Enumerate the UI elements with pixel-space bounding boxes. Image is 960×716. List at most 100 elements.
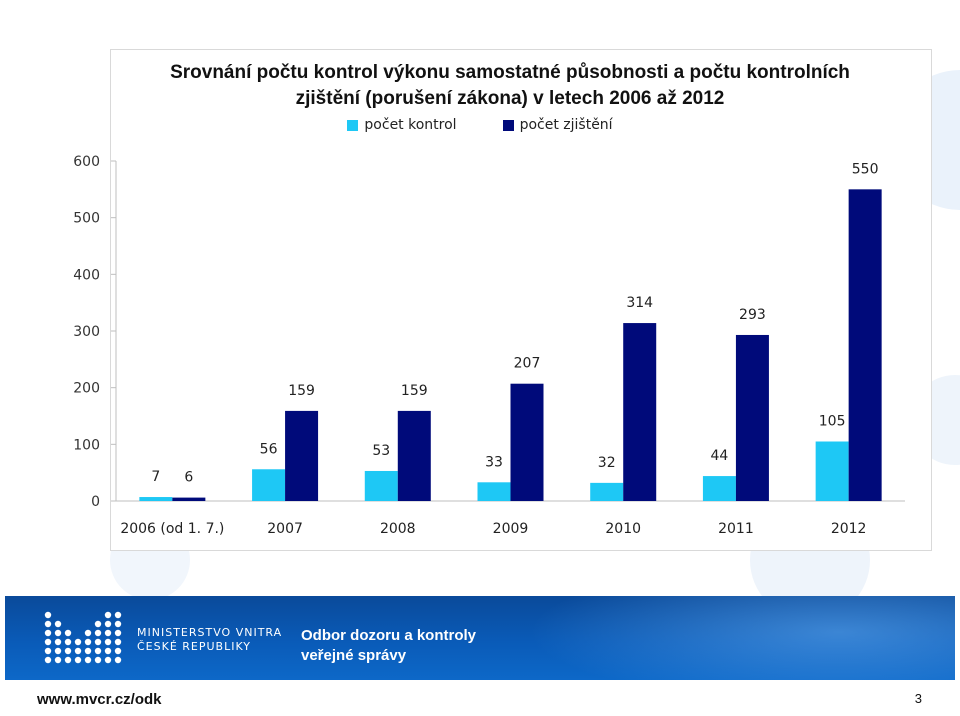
- bar-kontrol: [364, 470, 398, 501]
- data-label-zjisteni: 314: [626, 295, 653, 311]
- bar-kontrol: [590, 482, 624, 501]
- y-tick-label: 500: [73, 211, 100, 227]
- bar-zjisteni: [510, 383, 544, 501]
- logo-dot: [94, 647, 102, 655]
- bar-chart: 0 100 200 300 400 500 600 7 6 2006 (od 1. 7.) 56 15…: [73, 154, 905, 537]
- website-link[interactable]: www.mvcr.cz/odk: [37, 691, 162, 708]
- logo-dot: [94, 656, 102, 664]
- ministry-name-line-2: ČESKÉ REPUBLIKY: [137, 640, 252, 653]
- logo-dot: [104, 656, 112, 664]
- logo-dot: [114, 611, 122, 619]
- chart-title: Srovnání počtu kontrol výkonu samostatné…: [110, 60, 910, 112]
- logo-dot: [94, 638, 102, 646]
- bar-kontrol: [477, 482, 511, 501]
- department-name: Odbor dozoru a kontroly veřejné správy: [301, 626, 476, 666]
- ministry-name-line-1: MINISTERSTVO VNITRA: [137, 626, 283, 639]
- bar-zjisteni: [735, 334, 769, 501]
- data-label-zjisteni: 6: [184, 470, 193, 486]
- logo-dot: [84, 656, 92, 664]
- logo-dot: [64, 629, 72, 637]
- footer-banner: MINISTERSTVO VNITRA ČESKÉ REPUBLIKY Odbo…: [5, 596, 955, 680]
- ministry-name: MINISTERSTVO VNITRA ČESKÉ REPUBLIKY: [137, 626, 282, 654]
- logo-dot: [64, 656, 72, 664]
- chart-legend: počet kontrol počet zjištění: [0, 117, 960, 133]
- x-tick-label: 2008: [380, 521, 416, 537]
- y-tick-label: 300: [73, 324, 100, 340]
- logo-dot: [114, 656, 122, 664]
- logo-dot: [94, 629, 102, 637]
- legend-swatch-zjisteni: [502, 119, 514, 131]
- x-tick-label: 2011: [718, 521, 754, 537]
- data-label-kontrol: 56: [260, 441, 278, 457]
- bar-zjisteni: [285, 410, 319, 501]
- bar-kontrol: [139, 497, 173, 501]
- logo-dot: [74, 638, 82, 646]
- logo-dot: [64, 638, 72, 646]
- logo-dot: [74, 656, 82, 664]
- logo-dot: [64, 647, 72, 655]
- data-label-kontrol: 7: [151, 469, 160, 485]
- data-label-zjisteni: 293: [739, 307, 766, 323]
- logo-dot: [54, 638, 62, 646]
- department-name-line-2: veřejné správy: [301, 647, 407, 664]
- logo-dot: [44, 647, 52, 655]
- logo-dot: [114, 647, 122, 655]
- y-tick-label: 100: [73, 437, 100, 453]
- logo-dot: [44, 629, 52, 637]
- logo-dot: [84, 638, 92, 646]
- page-number: 3: [914, 691, 922, 706]
- logo-dot: [54, 620, 62, 628]
- logo-dot: [104, 647, 112, 655]
- data-label-zjisteni: 159: [288, 383, 315, 399]
- y-tick-label: 0: [91, 494, 100, 510]
- data-label-kontrol: 44: [711, 448, 729, 464]
- logo-dot: [114, 620, 122, 628]
- logo-dot: [84, 647, 92, 655]
- logo-dot: [114, 638, 122, 646]
- logo-dot: [74, 647, 82, 655]
- logo-dot: [54, 647, 62, 655]
- legend-item-kontrol: počet kontrol: [347, 117, 457, 133]
- logo-dot: [104, 629, 112, 637]
- bar-kontrol: [702, 476, 736, 501]
- logo-dot: [54, 656, 62, 664]
- logo-dot: [104, 620, 112, 628]
- logo-dot: [114, 629, 122, 637]
- data-label-zjisteni: 550: [852, 161, 879, 177]
- bar-zjisteni: [172, 497, 206, 501]
- data-label-zjisteni: 159: [401, 383, 428, 399]
- data-label-kontrol: 105: [819, 414, 846, 430]
- legend-swatch-kontrol: [347, 119, 359, 131]
- y-tick-label: 400: [73, 267, 100, 283]
- x-tick-label: 2006 (od 1. 7.): [120, 521, 224, 537]
- bar-zjisteni: [623, 323, 657, 501]
- chart-title-line-2: zjištění (porušení zákona) v letech 2006…: [295, 88, 725, 109]
- logo-dot: [104, 638, 112, 646]
- x-tick-label: 2010: [605, 521, 641, 537]
- department-name-line-1: Odbor dozoru a kontroly: [301, 627, 476, 644]
- legend-label-zjisteni: počet zjištění: [519, 117, 613, 133]
- logo-dot: [94, 620, 102, 628]
- logo-dot: [44, 656, 52, 664]
- x-tick-label: 2007: [267, 521, 303, 537]
- legend-label-kontrol: počet kontrol: [364, 117, 457, 133]
- y-tick-label: 600: [73, 154, 100, 170]
- bar-kontrol: [815, 441, 849, 501]
- x-tick-label: 2009: [493, 521, 529, 537]
- data-label-kontrol: 33: [485, 454, 503, 470]
- data-label-kontrol: 53: [372, 443, 390, 459]
- legend-item-zjisteni: počet zjištění: [502, 117, 613, 133]
- data-label-zjisteni: 207: [514, 356, 541, 372]
- logo-dot: [44, 620, 52, 628]
- logo-dot: [54, 629, 62, 637]
- logo-dot: [44, 611, 52, 619]
- y-tick-label: 200: [73, 381, 100, 397]
- bar-kontrol: [252, 469, 286, 501]
- logo-dot: [84, 629, 92, 637]
- footer-shine: [475, 596, 955, 680]
- x-tick-label: 2012: [831, 521, 867, 537]
- ministry-logo-icon: [44, 611, 122, 664]
- bar-zjisteni: [397, 410, 431, 501]
- data-label-kontrol: 32: [598, 455, 616, 471]
- bar-zjisteni: [848, 189, 882, 502]
